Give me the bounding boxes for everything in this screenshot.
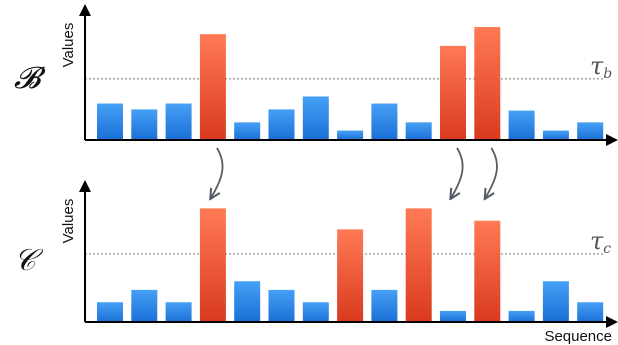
- bar: [268, 109, 295, 140]
- threshold-label: τb: [590, 52, 612, 82]
- transition-arrow: [451, 147, 464, 198]
- bar: [268, 289, 295, 322]
- bar: [371, 289, 398, 322]
- highlighted-bar: [474, 220, 501, 322]
- highlighted-bar: [337, 229, 364, 322]
- transition-arrow: [485, 147, 498, 198]
- bar: [337, 130, 364, 140]
- highlighted-bar: [474, 27, 501, 140]
- y-axis-label: Values: [60, 23, 77, 68]
- bar: [577, 302, 604, 322]
- panel-label: 𝓑: [14, 61, 46, 96]
- threshold-label: τc: [590, 227, 611, 257]
- bar: [508, 110, 535, 140]
- y-axis-label: Values: [60, 199, 77, 244]
- bar: [577, 122, 604, 140]
- bar: [165, 103, 192, 140]
- bar: [440, 310, 466, 322]
- panel-b: Values 𝓑 τb: [14, 4, 618, 146]
- bar: [97, 103, 123, 140]
- panel-label: 𝒞: [14, 243, 44, 278]
- bar: [165, 302, 192, 322]
- bar: [542, 281, 569, 322]
- transition-arrows: [211, 147, 498, 198]
- bar: [131, 289, 158, 322]
- panel-c: Values Sequence 𝒞τc: [14, 180, 618, 345]
- bar: [302, 96, 329, 140]
- bar: [371, 103, 398, 140]
- bar: [508, 310, 535, 322]
- bar: [234, 122, 261, 140]
- bar: [405, 122, 432, 140]
- highlighted-bar: [199, 34, 226, 140]
- bar: [302, 302, 329, 322]
- bar: [234, 281, 261, 322]
- highlighted-bar: [199, 208, 226, 322]
- x-axis-label: Sequence: [544, 328, 612, 345]
- highlighted-bar: [440, 45, 466, 140]
- transition-arrow: [211, 147, 224, 198]
- bar: [131, 109, 158, 140]
- highlighted-bar: [405, 208, 432, 322]
- bar: [97, 302, 123, 322]
- bar: [542, 130, 569, 140]
